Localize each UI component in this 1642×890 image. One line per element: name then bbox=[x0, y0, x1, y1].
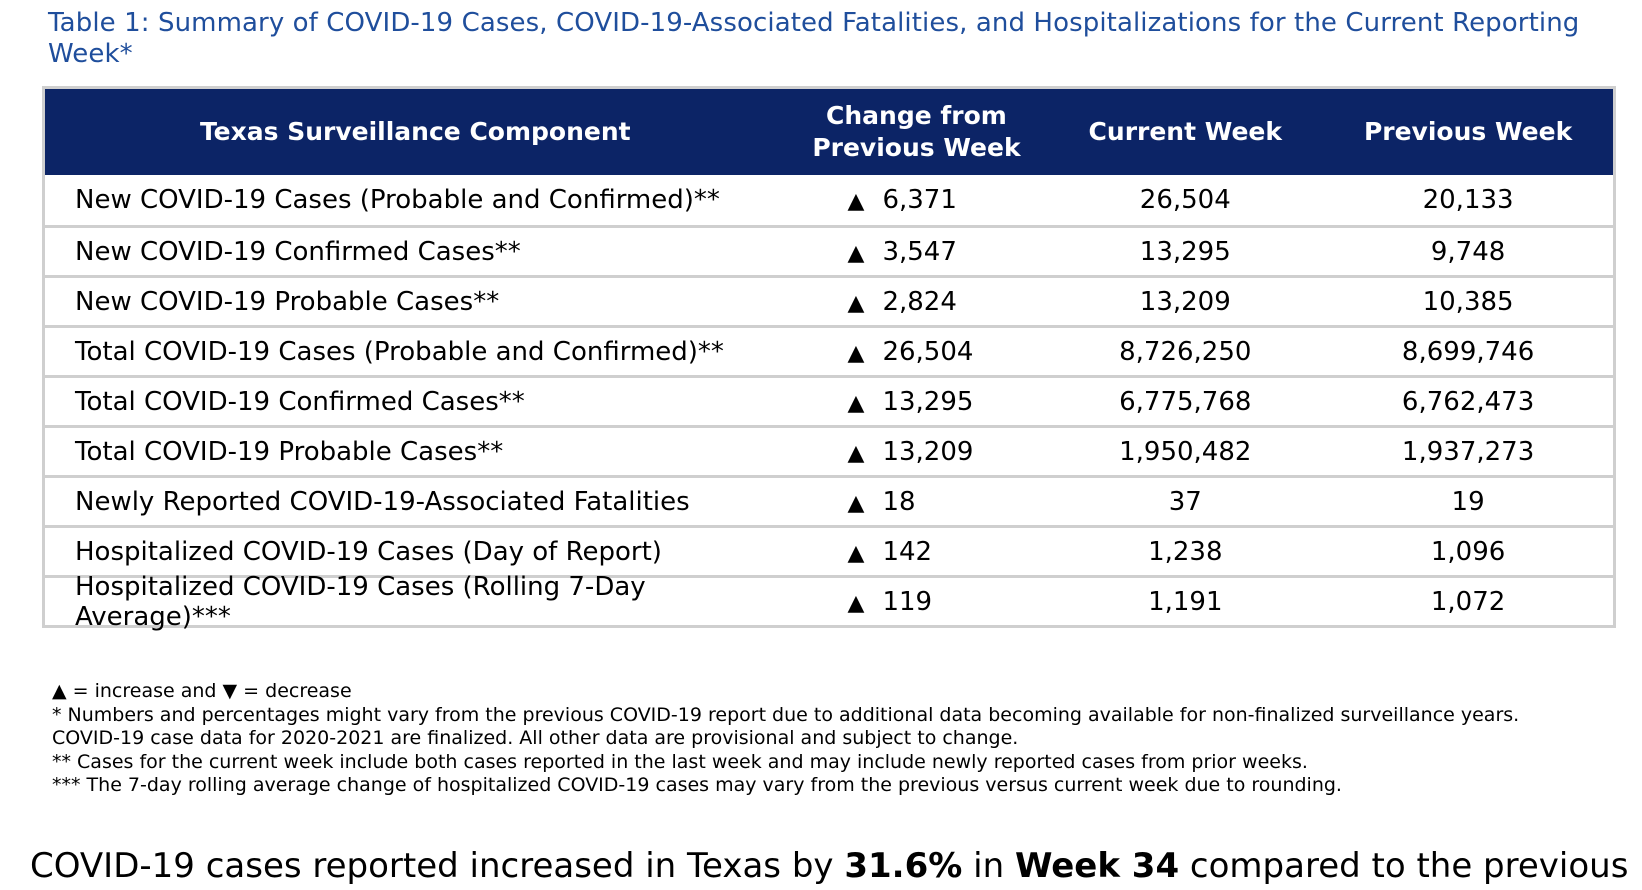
row-change: ▲ 13,209 bbox=[786, 437, 1048, 467]
row-label: New COVID-19 Probable Cases** bbox=[75, 286, 500, 317]
row-label: New COVID-19 Cases (Probable and Confirm… bbox=[75, 185, 720, 215]
row-label: Total COVID-19 Confirmed Cases** bbox=[75, 386, 525, 417]
change-value: 119 bbox=[882, 586, 933, 617]
footnote-3: *** The 7-day rolling average change of … bbox=[52, 774, 1342, 796]
row-change: ▲ 2,824 bbox=[786, 287, 1048, 317]
row-previous: 20,133 bbox=[1422, 185, 1514, 215]
row-change: ▲ 3,547 bbox=[786, 237, 1048, 267]
row-label: New COVID-19 Confirmed Cases** bbox=[75, 236, 521, 267]
increase-icon: ▲ bbox=[847, 490, 865, 516]
row-label: Newly Reported COVID-19-Associated Fatal… bbox=[75, 486, 690, 517]
footnote-1: * Numbers and percentages might vary fro… bbox=[52, 703, 1520, 726]
table-header: Texas Surveillance Component Change from… bbox=[45, 89, 1613, 175]
footnotes: ▲ = increase and ▼ = decrease * Numbers … bbox=[52, 680, 1612, 798]
change-value: 6,371 bbox=[882, 185, 957, 215]
increase-icon: ▲ bbox=[847, 540, 865, 566]
increase-icon: ▲ bbox=[847, 189, 865, 214]
footnote-1b: COVID-19 case data for 2020-2021 are fin… bbox=[52, 727, 1019, 749]
paragraph-text-1: COVID-19 cases reported increased in Tex… bbox=[30, 846, 845, 886]
row-change: ▲ 6,371 bbox=[786, 185, 1048, 215]
table-row: Total COVID-19 Probable Cases** ▲ 13,209 1,… bbox=[45, 425, 1613, 475]
change-value: 18 bbox=[882, 486, 916, 517]
summary-table: Texas Surveillance Component Change from… bbox=[42, 86, 1616, 632]
row-change: ▲ 119 bbox=[786, 587, 1048, 617]
row-current: 1,238 bbox=[1148, 536, 1223, 567]
increase-icon: ▲ bbox=[847, 590, 865, 616]
increase-icon: ▲ bbox=[847, 390, 865, 416]
increase-icon: ▲ bbox=[847, 440, 865, 466]
table-row: Total COVID-19 Confirmed Cases** ▲ 13,295 6… bbox=[45, 375, 1613, 425]
row-previous: 10,385 bbox=[1422, 286, 1514, 317]
header-previous: Previous Week bbox=[1363, 117, 1573, 146]
row-current: 1,191 bbox=[1148, 586, 1223, 617]
row-previous: 8,699,746 bbox=[1401, 336, 1535, 367]
change-value: 142 bbox=[882, 536, 933, 567]
row-current: 13,295 bbox=[1139, 236, 1231, 267]
row-current: 6,775,768 bbox=[1119, 386, 1252, 417]
row-previous: 9,748 bbox=[1430, 236, 1506, 267]
change-value: 13,209 bbox=[882, 436, 974, 467]
row-current: 37 bbox=[1168, 486, 1202, 517]
row-current: 1,950,482 bbox=[1119, 436, 1252, 467]
change-value: 3,547 bbox=[882, 236, 957, 267]
increase-icon: ▲ bbox=[847, 290, 865, 316]
row-change: ▲ 142 bbox=[786, 537, 1048, 567]
row-label: Hospitalized COVID-19 Cases (Day of Repo… bbox=[75, 536, 662, 567]
table-row: Newly Reported COVID-19-Associated Fatal… bbox=[45, 475, 1613, 525]
table-body: New COVID-19 Cases (Probable and Confirm… bbox=[45, 175, 1613, 632]
summary-paragraph: COVID-19 cases reported increased in Tex… bbox=[30, 846, 1630, 886]
header-current: Current Week bbox=[1088, 117, 1282, 146]
row-current: 26,504 bbox=[1139, 185, 1231, 215]
week-label: Week 34 bbox=[1014, 846, 1180, 886]
footnote-2: ** Cases for the current week include bo… bbox=[52, 750, 1308, 773]
row-previous: 1,096 bbox=[1430, 536, 1506, 567]
header-component: Texas Surveillance Component bbox=[199, 117, 631, 146]
table-row: New COVID-19 Probable Cases** ▲ 2,824 13,20… bbox=[45, 275, 1613, 325]
table-row: Total COVID-19 Cases (Probable and Confi… bbox=[45, 325, 1613, 375]
table-row: Hospitalized COVID-19 Cases (Rolling 7-D… bbox=[45, 572, 1613, 632]
change-value: 2,824 bbox=[882, 286, 957, 317]
table-row: New COVID-19 Cases (Probable and Confirm… bbox=[45, 175, 1613, 225]
change-value: 26,504 bbox=[882, 336, 974, 367]
table-row: New COVID-19 Confirmed Cases** ▲ 3,547 13,2… bbox=[45, 225, 1613, 275]
row-label: Total COVID-19 Cases (Probable and Confi… bbox=[75, 336, 724, 367]
paragraph-text-3: compared to the previous bbox=[1179, 846, 1629, 886]
legend-note: ▲ = increase and ▼ = decrease bbox=[52, 680, 352, 702]
row-change: ▲ 18 bbox=[786, 487, 1048, 517]
row-label: Total COVID-19 Probable Cases** bbox=[75, 436, 504, 467]
row-change: ▲ 13,295 bbox=[786, 387, 1048, 417]
increase-icon: ▲ bbox=[847, 340, 865, 366]
row-label: Hospitalized COVID-19 Cases (Rolling 7-D… bbox=[75, 571, 646, 632]
paragraph-text-2: in bbox=[962, 846, 1015, 886]
table-caption: Table 1: Summary of COVID-19 Cases, COVI… bbox=[48, 8, 1580, 69]
row-previous: 6,762,473 bbox=[1401, 386, 1535, 417]
row-current: 8,726,250 bbox=[1119, 336, 1252, 367]
increase-icon: ▲ bbox=[847, 240, 865, 266]
row-current: 13,209 bbox=[1139, 286, 1231, 317]
percent-change: 31.6% bbox=[844, 846, 963, 886]
row-previous: 1,072 bbox=[1430, 586, 1506, 617]
table-row: Hospitalized COVID-19 Cases (Day of Repo… bbox=[45, 525, 1613, 575]
row-previous: 19 bbox=[1451, 486, 1485, 517]
header-change: Change from Previous Week bbox=[812, 101, 1021, 162]
change-value: 13,295 bbox=[882, 386, 974, 417]
row-previous: 1,937,273 bbox=[1401, 436, 1535, 467]
row-change: ▲ 26,504 bbox=[786, 337, 1048, 367]
